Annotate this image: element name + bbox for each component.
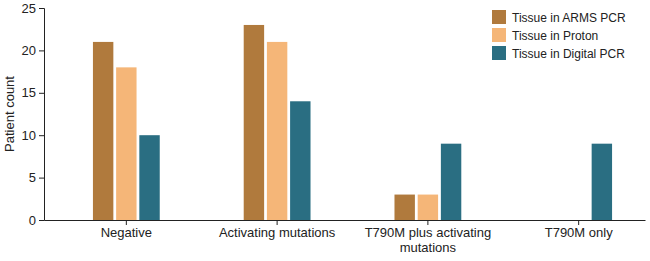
y-tick-mark <box>39 8 44 9</box>
bar <box>244 25 264 220</box>
y-tick-label: 5 <box>29 170 36 185</box>
y-tick-mark <box>39 50 44 51</box>
x-axis-line <box>45 220 646 221</box>
y-tick: 25 <box>22 1 44 16</box>
legend-label: Tissue in Digital PCR <box>512 47 625 61</box>
x-tick-label: T790M plus activatingmutations <box>365 225 491 255</box>
legend: Tissue in ARMS PCR Tissue in Proton Tissue… <box>492 10 626 61</box>
series <box>139 101 612 220</box>
x-tick-label: T790M only <box>545 225 613 240</box>
x-tick-label: Activating mutations <box>219 225 336 240</box>
series <box>116 42 438 220</box>
y-tick-label: 20 <box>22 43 36 58</box>
x-tick: Activating mutations <box>219 220 336 240</box>
legend-swatch <box>492 46 506 60</box>
bar <box>545 220 565 221</box>
x-axis <box>45 220 646 221</box>
bar <box>116 67 136 220</box>
x-tick: Negative <box>101 220 152 240</box>
legend-label: Tissue in ARMS PCR <box>512 11 626 25</box>
bar <box>93 42 113 220</box>
y-axis-title: Patient count <box>2 76 17 152</box>
legend-label: Tissue in Proton <box>512 29 598 43</box>
y-tick: 20 <box>22 43 44 58</box>
y-tick-label: 10 <box>22 128 36 143</box>
legend-swatch <box>492 28 506 42</box>
y-tick-mark <box>39 220 44 221</box>
y-tick: 10 <box>22 128 44 143</box>
series <box>93 25 415 220</box>
bar <box>394 195 414 220</box>
legend-item: Tissue in Digital PCR <box>492 46 625 61</box>
x-tick: T790M only <box>545 220 613 240</box>
y-tick-mark <box>39 93 44 94</box>
y-tick: 0 <box>29 213 44 228</box>
y-tick-label: 25 <box>22 1 36 16</box>
chart: 0 5 10 15 20 25 Negative Activating mutations T7… <box>0 0 650 261</box>
y-axis-line <box>39 9 45 221</box>
bar <box>568 220 588 221</box>
bar <box>441 144 461 220</box>
bar <box>418 195 438 220</box>
bar <box>139 135 159 220</box>
x-category-axis: Negative Activating mutations T790M plus a… <box>101 220 613 255</box>
y-tick: 15 <box>22 85 44 100</box>
y-tick-label: 15 <box>22 85 36 100</box>
y-tick: 5 <box>29 170 44 185</box>
legend-swatch <box>492 10 506 24</box>
y-tick-mark <box>39 135 44 136</box>
bar <box>290 101 310 220</box>
x-tick: T790M plus activatingmutations <box>365 220 491 255</box>
y-tick-mark <box>39 178 44 179</box>
y-axis: 0 5 10 15 20 25 <box>22 1 45 228</box>
bar <box>592 144 612 220</box>
x-tick-label: Negative <box>101 225 152 240</box>
y-tick-label: 0 <box>29 213 36 228</box>
bar <box>267 42 287 220</box>
legend-item: Tissue in Proton <box>492 28 598 43</box>
legend-item: Tissue in ARMS PCR <box>492 10 626 25</box>
